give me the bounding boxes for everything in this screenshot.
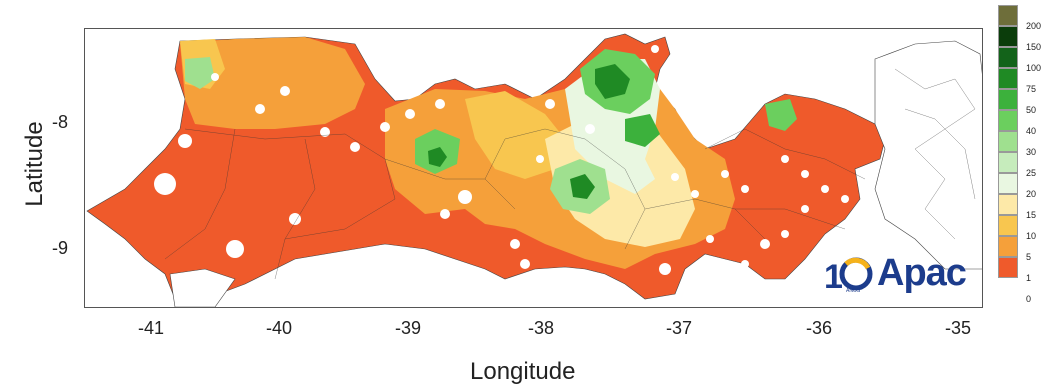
legend-swatch [998,131,1018,152]
legend-label: 40 [1026,126,1037,136]
legend-label: 75 [1026,84,1037,94]
legend-swatch [998,215,1018,236]
legend-swatch [998,110,1018,131]
region-green-north-core [595,64,630,99]
legend-swatch [998,68,1018,89]
x-tick-label: -35 [945,318,972,338]
legend-swatch [998,89,1018,110]
x-tick-label: -37 [666,318,693,338]
legend-swatch [998,152,1018,173]
x-tick-label: -38 [528,318,555,338]
legend-swatch [998,5,1018,26]
x-tick-label: -39 [395,318,422,338]
legend-label: 0 [1026,294,1032,304]
svg-text:1: 1 [824,258,843,296]
x-tick-label: -41 [138,318,165,338]
y-axis-title: Latitude [21,121,48,207]
region-green-east [625,114,660,147]
logo-mark-icon: 1 [824,257,873,296]
municipality-borders [164,68,976,280]
legend-label: 10 [1026,231,1037,241]
legend-label: 20 [1026,189,1037,199]
x-tick-label: -36 [806,318,833,338]
legend-label: 150 [1026,42,1042,52]
legend-swatch [998,257,1018,278]
apac-logo: 1 ANOS Apac [822,250,982,300]
logo-small-text: ANOS [846,288,861,294]
region-orange-west [180,37,365,129]
legend-swatch [998,194,1018,215]
legend-swatch [998,173,1018,194]
map-frame [84,28,983,308]
legend-label: 200 [1026,21,1042,31]
legend-label: 30 [1026,147,1037,157]
legend-label: 100 [1026,63,1042,73]
legend-swatch [998,26,1018,47]
legend-label: 15 [1026,210,1037,220]
x-tick-label: -40 [266,318,293,338]
y-tick-label: -9 [52,238,69,258]
region-green-south-core [570,174,595,199]
region-green-far-east [765,99,797,131]
region-south-no-data [169,268,236,307]
legend-label: 50 [1026,105,1037,115]
legend-label: 5 [1026,252,1032,262]
x-axis-title: Longitude [470,358,576,385]
region-east-no-data [874,40,982,270]
logo-brand-text: Apac [877,252,967,294]
legend-swatch [998,47,1018,68]
legend-swatch [998,236,1018,257]
region-lightgreen-westmost [185,57,215,89]
rainfall-map [86,33,982,307]
legend-label: 25 [1026,168,1037,178]
legend-label: 1 [1026,273,1032,283]
region-green-west-core [428,147,447,167]
y-tick-label: -8 [52,112,69,132]
